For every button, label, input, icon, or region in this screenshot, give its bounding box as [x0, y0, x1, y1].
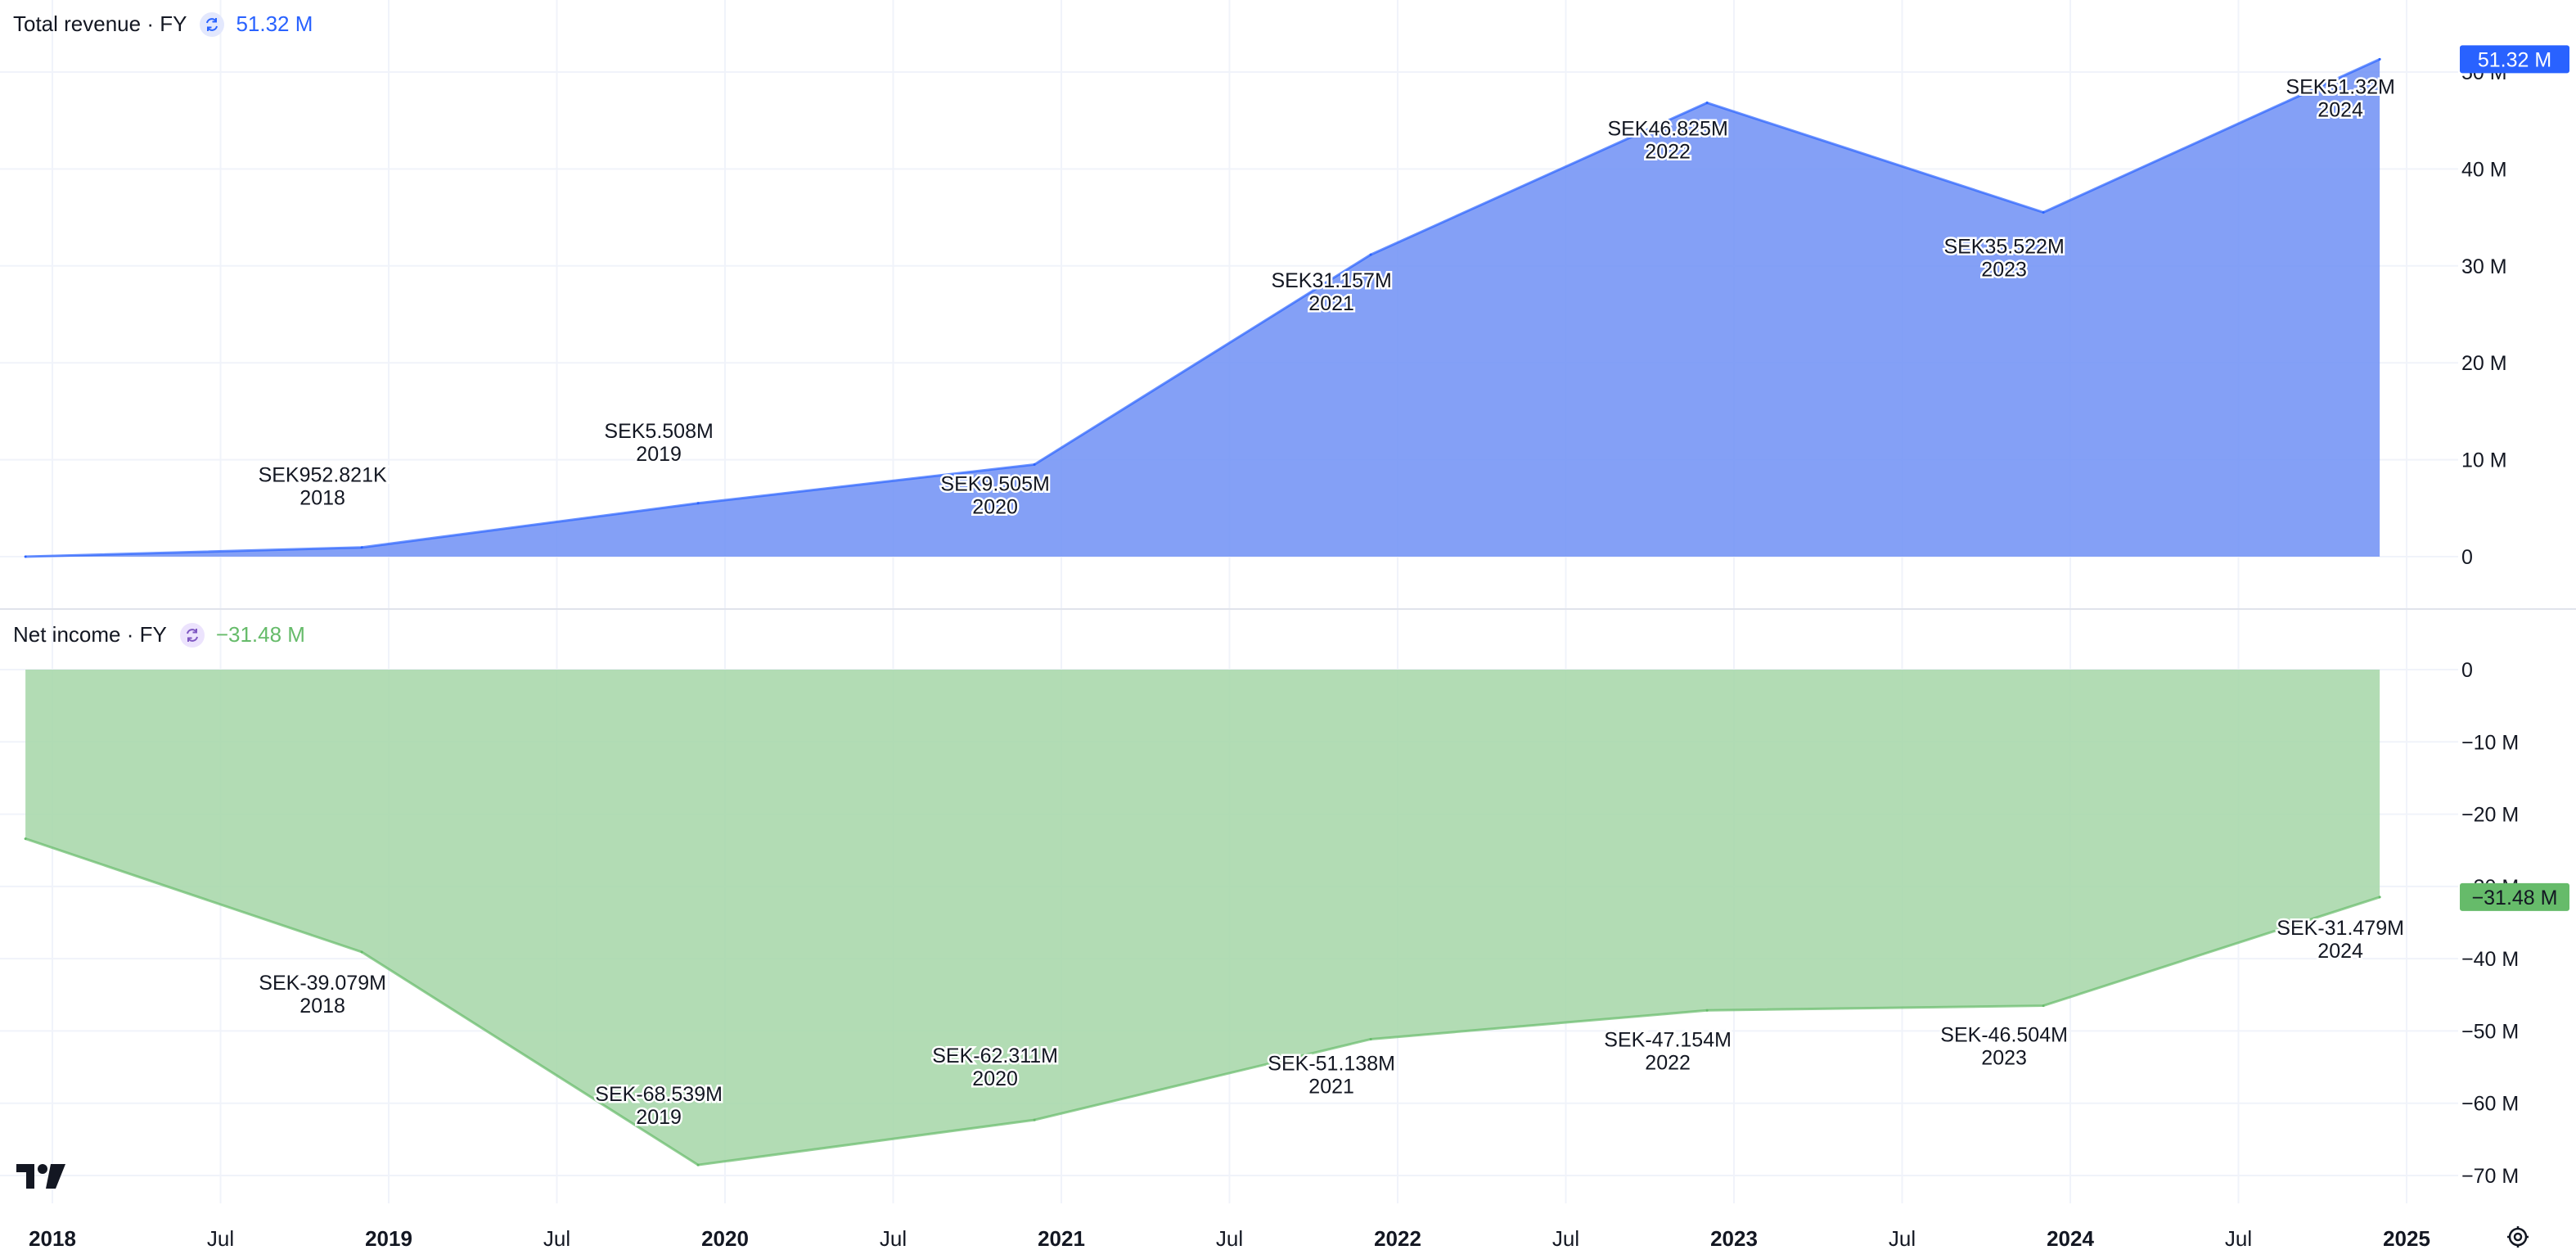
net-income-area: [24, 670, 2381, 1166]
data-point[interactable]: [1033, 463, 1036, 466]
revenue-legend-value: 51.32 M: [236, 11, 313, 36]
x-tick-label: Jul: [1552, 1226, 1579, 1251]
data-point[interactable]: [360, 950, 363, 954]
data-label-year: 2021: [1308, 1075, 1354, 1098]
series-line: [25, 837, 2380, 1166]
data-label-year: 2019: [636, 443, 682, 466]
data-label-value: SEK5.508M: [604, 420, 713, 443]
area-fill: [25, 670, 2380, 1166]
y-tick-label: −60 M: [2461, 1093, 2519, 1116]
y-tick-label: −40 M: [2461, 948, 2519, 971]
tradingview-logo-icon[interactable]: [16, 1162, 69, 1190]
y-tick-label: 40 M: [2461, 158, 2507, 181]
x-tick-label: Jul: [880, 1226, 907, 1251]
data-point[interactable]: [1705, 102, 1709, 105]
net-income-legend[interactable]: Net income · FY −31.48 M: [13, 622, 305, 648]
x-tick-label: 2023: [1710, 1226, 1758, 1251]
data-point[interactable]: [1369, 253, 1372, 256]
x-tick-label: 2025: [2383, 1226, 2430, 1251]
data-label-value: SEK35.522M: [1943, 235, 2064, 258]
data-label-value: SEK9.505M: [940, 472, 1049, 495]
x-tick-label: Jul: [1216, 1226, 1243, 1251]
revenue-y-axis: 010 M20 M30 M40 M50 M: [2461, 61, 2507, 569]
y-tick-label: −10 M: [2461, 731, 2519, 754]
current-value-badge: [2460, 882, 2569, 911]
data-point[interactable]: [1369, 1037, 1372, 1040]
data-point[interactable]: [24, 837, 27, 841]
y-tick-label: −70 M: [2461, 1165, 2519, 1188]
data-point[interactable]: [2042, 210, 2045, 214]
settings-gear-icon[interactable]: [2506, 1225, 2530, 1249]
data-label-value: SEK31.157M: [1271, 269, 1391, 292]
revenue-legend[interactable]: Total revenue · FY 51.32 M: [13, 11, 313, 37]
data-point[interactable]: [2378, 896, 2381, 899]
x-tick-label: Jul: [543, 1226, 570, 1251]
data-label-year: 2023: [1981, 1047, 2027, 1070]
current-value-badge-text: 51.32 M: [2478, 48, 2551, 71]
data-point[interactable]: [1033, 1118, 1036, 1121]
revenue-area: [24, 57, 2381, 558]
data-label-value: SEK-39.079M: [259, 972, 386, 995]
data-label-year: 2024: [2317, 98, 2363, 121]
data-label-value: SEK-62.311M: [932, 1045, 1058, 1067]
data-point[interactable]: [360, 546, 363, 549]
data-label-year: 2024: [2317, 940, 2363, 963]
x-tick-label: 2022: [1374, 1226, 1421, 1251]
data-label-value: SEK-47.154M: [1604, 1028, 1732, 1051]
y-tick-label: 0: [2461, 659, 2473, 682]
refresh-icon[interactable]: [179, 622, 205, 648]
data-point[interactable]: [2378, 57, 2381, 61]
x-tick-label: 2024: [2047, 1226, 2094, 1251]
current-value-badge-text: −31.48 M: [2472, 887, 2558, 909]
y-tick-label: 0: [2461, 546, 2473, 569]
net-income-y-axis: 0−10 M−20 M−30 M−40 M−50 M−60 M−70 M: [2461, 659, 2519, 1188]
data-label-value: SEK46.825M: [1607, 118, 1727, 141]
data-label-year: 2018: [299, 995, 345, 1018]
data-label-value: SEK952.821K: [259, 464, 387, 487]
data-label-year: 2022: [1645, 1051, 1691, 1074]
data-label-year: 2019: [636, 1106, 682, 1129]
data-point[interactable]: [696, 502, 700, 505]
y-tick-label: −50 M: [2461, 1020, 2519, 1043]
data-label-value: SEK-68.539M: [595, 1083, 723, 1106]
refresh-icon[interactable]: [200, 11, 225, 37]
y-tick-label: 30 M: [2461, 255, 2507, 278]
x-tick-label: 2020: [701, 1226, 749, 1251]
data-label-year: 2023: [1981, 258, 2027, 281]
data-label-year: 2018: [299, 487, 345, 510]
current-value-badge: [2460, 45, 2569, 74]
data-label-value: SEK-46.504M: [1940, 1024, 2068, 1047]
price-badges: 51.32 M −31.48 M: [2460, 45, 2569, 911]
data-label-year: 2021: [1308, 292, 1354, 315]
series-line: [25, 58, 2380, 558]
x-tick-label: 2021: [1038, 1226, 1085, 1251]
revenue-data-labels: SEK952.821K2018SEK5.508M2019SEK9.505M202…: [256, 74, 2397, 521]
x-tick-label: 2018: [29, 1226, 76, 1251]
y-tick-label: −20 M: [2461, 804, 2519, 827]
x-tick-label: 2019: [365, 1226, 412, 1251]
data-label-year: 2020: [972, 1067, 1018, 1090]
data-point[interactable]: [696, 1163, 700, 1166]
revenue-legend-title: Total revenue · FY: [13, 11, 187, 36]
data-point[interactable]: [1705, 1009, 1709, 1012]
x-tick-label: Jul: [1889, 1226, 1916, 1251]
data-label-year: 2022: [1645, 141, 1691, 164]
data-label-value: SEK51.32M: [2286, 75, 2394, 98]
time-axis: 2018 Jul 2019 Jul 2020 Jul 2021 Jul 2022 Jul 2023 J…: [29, 1226, 2430, 1251]
data-label-year: 2020: [972, 495, 1018, 518]
data-point[interactable]: [24, 555, 27, 558]
net-income-legend-title: Net income · FY: [13, 622, 167, 647]
y-tick-label: 10 M: [2461, 449, 2507, 472]
net-income-legend-value: −31.48 M: [215, 622, 305, 647]
area-fill: [25, 59, 2380, 557]
x-tick-label: Jul: [2225, 1226, 2252, 1251]
data-label-value: SEK-51.138M: [1268, 1052, 1395, 1075]
x-tick-label: Jul: [207, 1226, 234, 1251]
y-tick-label: 20 M: [2461, 352, 2507, 375]
data-point[interactable]: [2042, 1004, 2045, 1008]
data-label-value: SEK-31.479M: [2277, 917, 2404, 940]
